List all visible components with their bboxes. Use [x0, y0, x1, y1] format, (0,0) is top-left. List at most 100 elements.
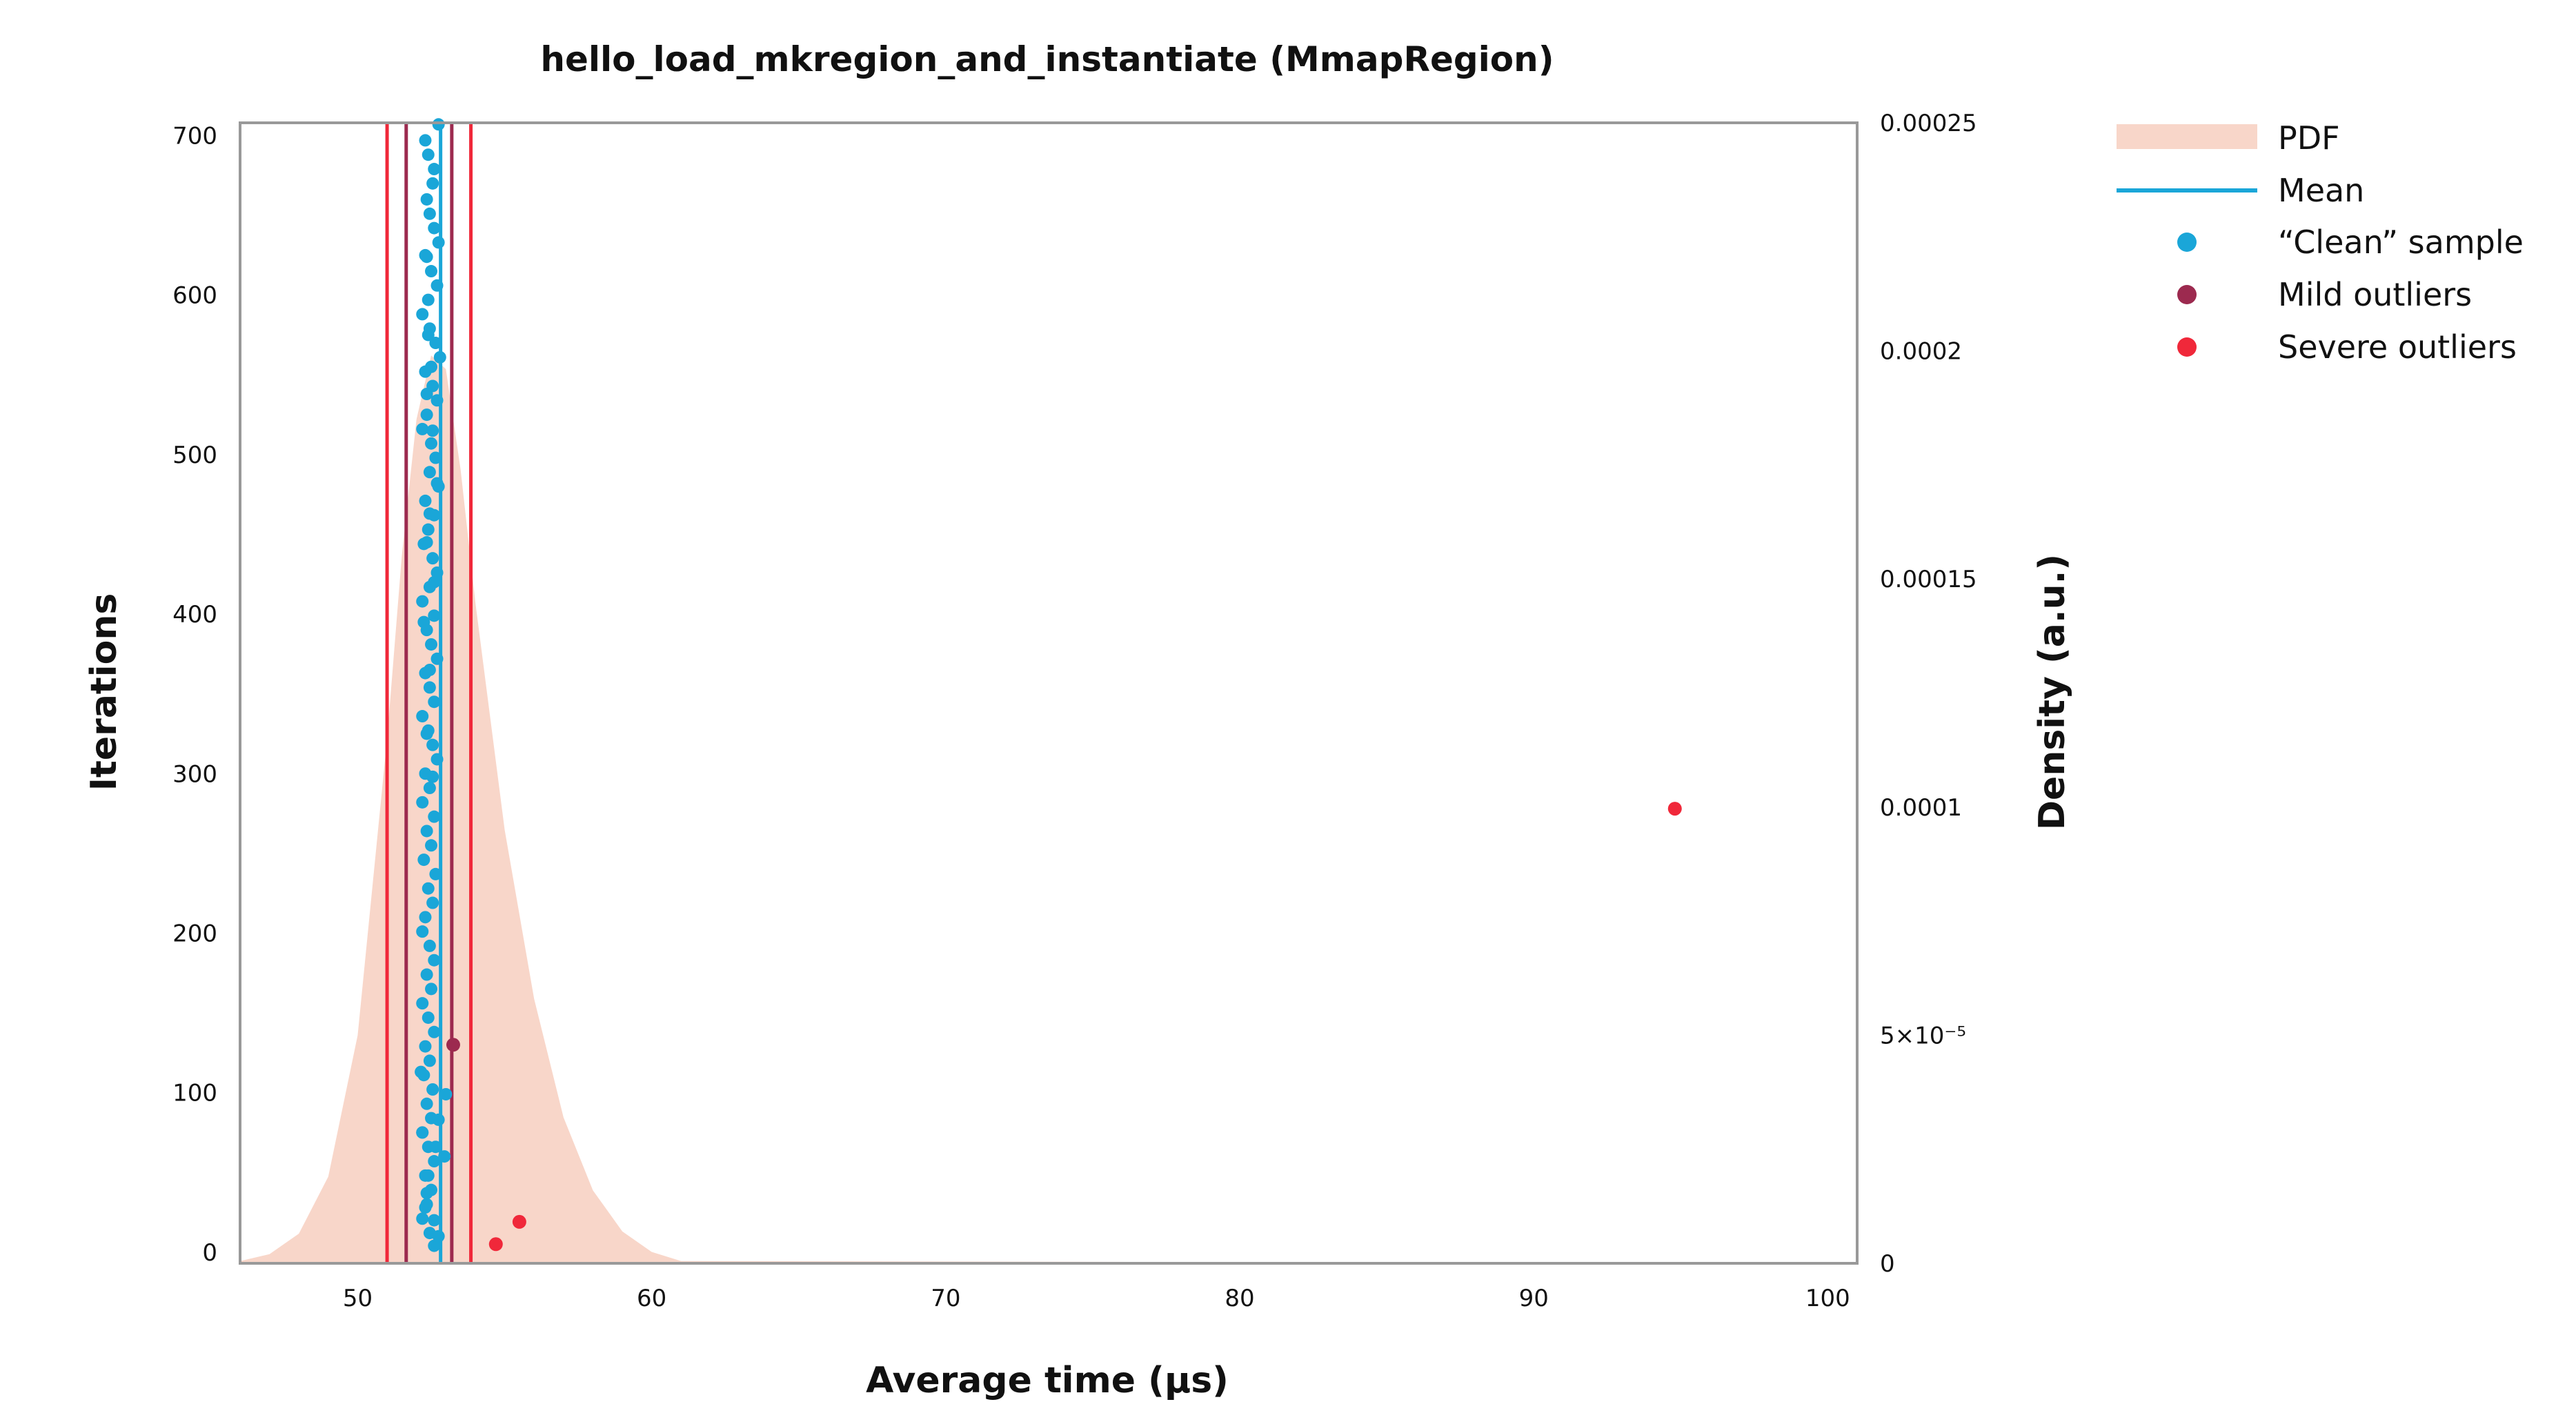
y2-tick-label: 0: [1880, 1250, 1895, 1278]
clean-point: [426, 177, 439, 190]
clean-point: [419, 494, 432, 507]
x-tick-label: 70: [931, 1285, 960, 1312]
clean-point: [420, 968, 433, 981]
clean-point: [430, 753, 444, 766]
clean-point: [419, 248, 432, 261]
y-tick-label: 500: [172, 442, 217, 469]
clean-point: [416, 308, 429, 321]
clean-point: [425, 360, 438, 373]
clean-point: [425, 839, 438, 852]
clean-point: [423, 939, 436, 952]
clean-point: [420, 388, 433, 401]
severe-outlier-point: [512, 1214, 526, 1229]
clean-point: [420, 824, 433, 838]
y2-tick-label: 5×10⁻⁵: [1880, 1022, 1966, 1049]
y-tick-label: 0: [202, 1239, 217, 1267]
clean-point: [426, 738, 439, 751]
clean-point: [416, 422, 429, 435]
clean-point: [432, 1113, 445, 1126]
clean-point: [425, 437, 438, 450]
clean-point: [429, 1140, 442, 1154]
y2-tick-label: 0.00025: [1880, 110, 1977, 137]
clean-point: [428, 1239, 441, 1252]
clean-point: [426, 770, 439, 783]
legend-mild-swatch: [2177, 285, 2197, 304]
clean-point: [425, 982, 438, 996]
x-tick-label: 80: [1225, 1285, 1254, 1312]
clean-point: [422, 148, 435, 161]
clean-point: [430, 566, 444, 579]
legend: PDF Mean “Clean” sample Mild outliers Se…: [2117, 119, 2524, 366]
legend-pdf-label: PDF: [2278, 119, 2340, 157]
x-tick-label: 50: [343, 1285, 373, 1312]
clean-point: [439, 1087, 453, 1100]
clean-point: [423, 681, 436, 694]
clean-point: [416, 1212, 429, 1225]
clean-point: [433, 350, 446, 364]
clean-point: [416, 710, 429, 723]
clean-point: [423, 507, 436, 520]
clean-point: [422, 328, 435, 342]
clean-point: [416, 1126, 429, 1139]
clean-point: [416, 925, 429, 938]
clean-point: [423, 782, 436, 795]
legend-clean-label: “Clean” sample: [2278, 224, 2524, 261]
clean-point: [420, 1097, 433, 1110]
y-axis-label: Iterations: [83, 593, 125, 791]
clean-point: [422, 882, 435, 895]
clean-point: [428, 1155, 441, 1168]
legend-clean-swatch: [2177, 233, 2197, 252]
clean-point: [428, 575, 441, 589]
y-tick-label: 600: [172, 282, 217, 310]
clean-point: [423, 466, 436, 479]
clean-point: [432, 118, 445, 131]
clean-point: [422, 1169, 435, 1182]
clean-point: [428, 1214, 441, 1227]
clean-point: [415, 1065, 428, 1078]
legend-severe-label: Severe outliers: [2278, 328, 2517, 366]
y-tick-label: 200: [172, 920, 217, 947]
clean-point: [429, 337, 442, 350]
points-layer: [415, 118, 1682, 1252]
clean-point: [430, 279, 444, 292]
vertical-lines-layer: [385, 123, 473, 1263]
clean-point: [428, 954, 441, 967]
clean-point: [428, 810, 441, 823]
legend-mean-label: Mean: [2278, 172, 2364, 209]
clean-point: [428, 221, 441, 235]
plot-frame: [239, 121, 1859, 1265]
clean-point: [428, 609, 441, 622]
clean-point: [426, 552, 439, 565]
pdf-layer: [240, 355, 1857, 1264]
clean-point: [426, 896, 439, 909]
clean-point: [423, 663, 436, 676]
clean-point: [425, 638, 438, 651]
clean-point: [416, 796, 429, 809]
y-tick-label: 100: [172, 1080, 217, 1107]
clean-point: [422, 523, 435, 536]
clean-point: [419, 1040, 432, 1053]
x-tick-label: 90: [1519, 1285, 1549, 1312]
clean-point: [416, 595, 429, 608]
mild-outlier-point: [446, 1038, 460, 1052]
legend-severe-swatch: [2177, 337, 2197, 357]
clean-point: [429, 867, 442, 880]
clean-point: [430, 652, 444, 665]
clean-point: [416, 997, 429, 1010]
clean-point: [429, 451, 442, 464]
x-tick-label: 60: [637, 1285, 666, 1312]
clean-point: [423, 1054, 436, 1067]
clean-point: [420, 727, 433, 740]
clean-point: [417, 853, 430, 867]
y2-ticks: 0 5×10⁻⁵ 0.0001 0.00015 0.0002 0.00025: [1880, 110, 1977, 1278]
x-axis-label: Average time (µs): [866, 1360, 1229, 1401]
clean-point: [438, 1150, 451, 1163]
clean-point: [426, 424, 439, 437]
legend-pdf-swatch: [2117, 124, 2257, 149]
clean-point: [419, 911, 432, 924]
legend-mild-label: Mild outliers: [2278, 276, 2472, 313]
clean-point: [420, 408, 433, 422]
clean-point: [417, 615, 430, 629]
